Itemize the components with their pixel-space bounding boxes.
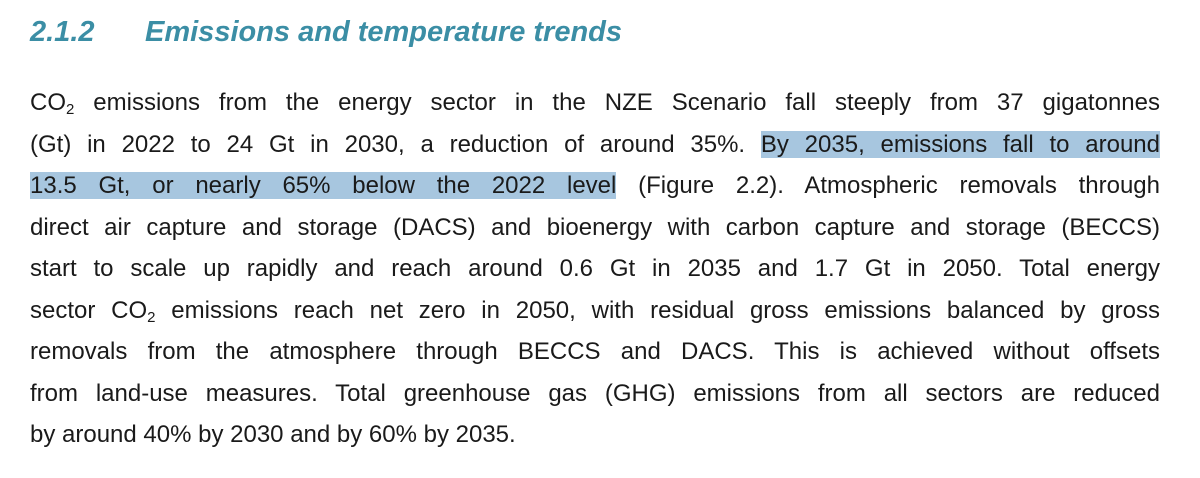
section-heading: 2.1.2 Emissions and temperature trends: [30, 16, 622, 49]
text-line: sector CO2 emissions reach net zero in 2…: [30, 292, 1160, 334]
text-line: start to scale up rapidly and reach arou…: [30, 250, 1160, 292]
text-line: 13.5 Gt, or nearly 65% below the 2022 le…: [30, 167, 1160, 209]
paragraph: CO2 emissions from the energy sector in …: [30, 84, 1160, 458]
text-line: by around 40% by 2030 and by 60% by 2035…: [30, 416, 1160, 458]
subscript: 2: [66, 101, 75, 118]
text-run: from land-use measures. Total greenhouse…: [30, 379, 1160, 407]
text-run: emissions from the energy sector in the …: [74, 89, 1160, 116]
text-run: direct air capture and storage (DACS) an…: [30, 213, 1160, 241]
text-run: emissions reach net zero in 2050, with r…: [155, 296, 1160, 324]
text-run: sector CO: [30, 296, 148, 324]
text-line: (Gt) in 2022 to 24 Gt in 2030, a reducti…: [30, 126, 1160, 168]
text-line: CO2 emissions from the energy sector in …: [30, 84, 1160, 126]
text-run: start to scale up rapidly and reach arou…: [30, 255, 1160, 282]
text-line: removals from the atmosphere through BEC…: [30, 333, 1160, 375]
section-title: Emissions and temperature trends: [145, 16, 623, 48]
text-run: removals from the atmosphere through BEC…: [30, 338, 1160, 365]
section-number: 2.1.2: [30, 16, 95, 48]
text-run: by around 40% by 2030 and by 60% by 2035…: [30, 421, 516, 448]
subscript: 2: [147, 308, 156, 326]
text-run: CO: [30, 89, 66, 116]
text-line: from land-use measures. Total greenhouse…: [30, 375, 1160, 417]
highlighted-text: 13.5 Gt, or nearly 65% below the 2022 le…: [30, 172, 617, 199]
highlighted-text: By 2035, emissions fall to around: [760, 130, 1160, 158]
text-run: (Gt) in 2022 to 24 Gt in 2030, a reducti…: [30, 130, 761, 158]
text-line: direct air capture and storage (DACS) an…: [30, 209, 1160, 251]
text-run: (Figure 2.2). Atmospheric removals throu…: [616, 172, 1160, 199]
